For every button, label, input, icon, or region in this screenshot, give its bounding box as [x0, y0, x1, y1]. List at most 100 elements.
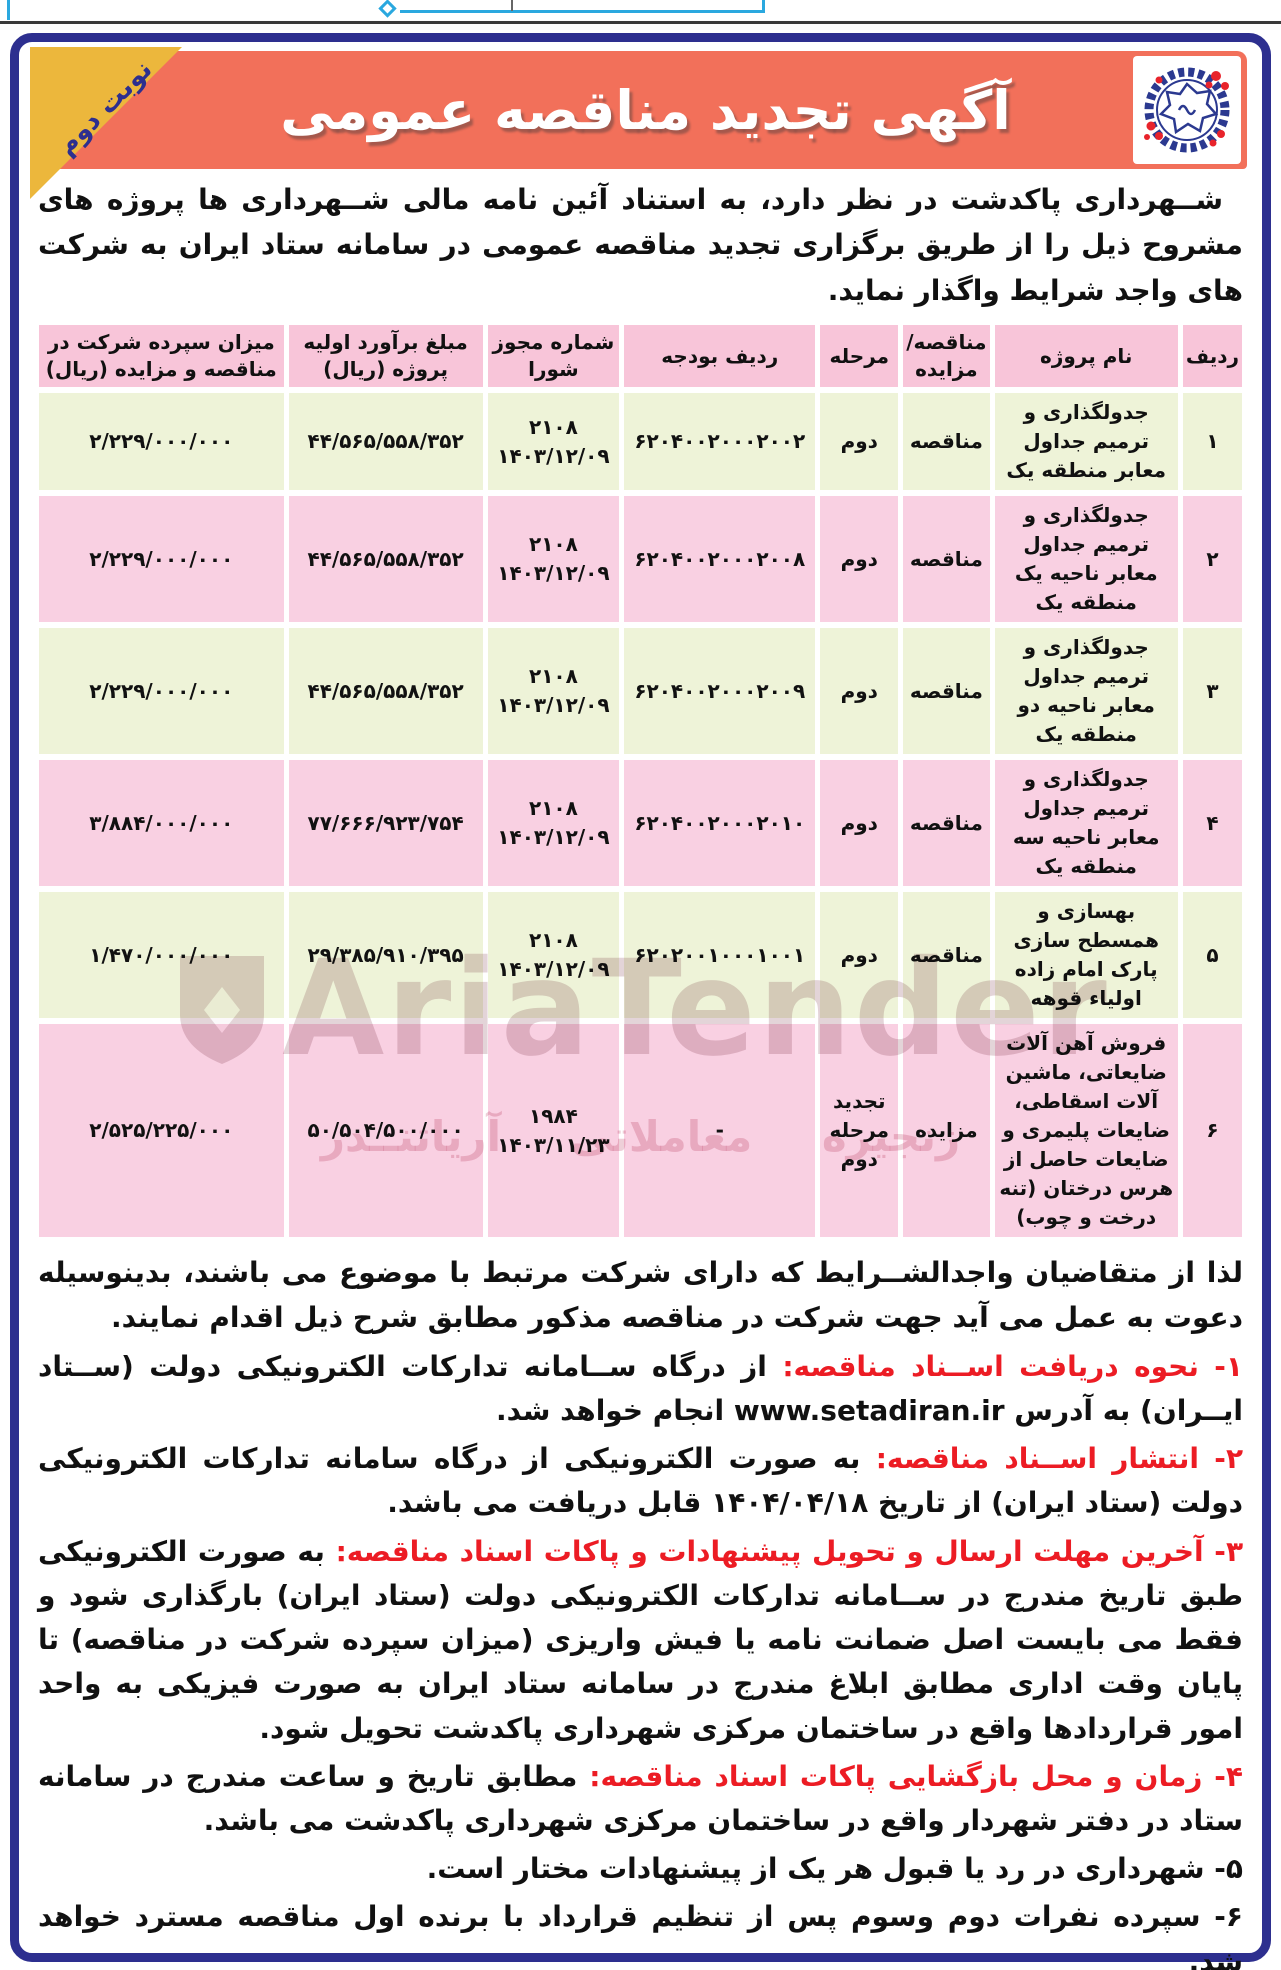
cell-row-number: ۶	[1182, 1024, 1242, 1238]
invitation-paragraph: لذا از متقاضیان واجدالشــرایط که دارای ش…	[38, 1256, 1243, 1334]
term-4-title: ۴- زمان و محل بازگشایی پاکات اسناد مناقص…	[589, 1759, 1244, 1793]
permit-number: ۲۱۰۸	[529, 414, 578, 439]
cell-project-name: جدولگذاری و ترمیم جداول معابر ناحیه دو م…	[994, 628, 1178, 755]
permit-date: ۱۴۰۳/۱۲/۰۹	[497, 957, 610, 982]
col-kind: مناقصه/ مزایده	[903, 325, 990, 388]
tender-ad-frame: نوبت دوم آگهی تجدید مناقصه عمومی	[10, 33, 1271, 1970]
term-4-body: مطابق تاریخ و ساعت مندرج در سامانه ستاد …	[38, 1759, 1243, 1838]
ad-title: آگهی تجدید مناقصه عمومی	[280, 78, 1011, 142]
cell-row-number: ۵	[1182, 892, 1242, 1019]
col-deposit: میزان سپرده شرکت در مناقصه و مزایده (ریا…	[39, 325, 284, 388]
cell-row-number: ۳	[1182, 628, 1242, 755]
permit-number: ۲۱۰۸	[529, 928, 578, 953]
cell-deposit: ۲/۲۲۹/۰۰۰/۰۰۰	[39, 496, 284, 623]
gear-emblem-icon	[1144, 67, 1230, 153]
term-3-title: ۳- آخرین مهلت ارسال و تحویل پیشنهادات و …	[335, 1534, 1244, 1568]
term-2: ۲- انتشار اســناد مناقصه: به صورت الکترو…	[38, 1437, 1243, 1525]
term-6: ۶- سپرده نفرات دوم وسوم پس از تنظیم قرار…	[38, 1895, 1243, 1970]
cell-project-name: فروش آهن آلات ضایعاتی، ماشین آلات اسقاطی…	[994, 1024, 1178, 1238]
cell-permit: ۲۱۰۸ ۱۴۰۳/۱۲/۰۹	[487, 496, 620, 623]
intro-paragraph: شــهرداری پاکدشت در نظر دارد، به استناد …	[38, 183, 1243, 307]
term-2-body: به صورت الکترونیکی از درگاه سامانه تدارک…	[38, 1442, 1243, 1520]
cell-row-number: ۲	[1182, 496, 1242, 623]
term-3: ۳- آخرین مهلت ارسال و تحویل پیشنهادات و …	[38, 1530, 1243, 1751]
cell-project-name: جدولگذاری و ترمیم جداول معابر منطقه یک	[994, 393, 1178, 491]
table-row: ۶ فروش آهن آلات ضایعاتی، ماشین آلات اسقا…	[39, 1024, 1242, 1238]
permit-date: ۱۴۰۳/۱۱/۲۳	[497, 1132, 610, 1157]
cell-project-name: جدولگذاری و ترمیم جداول معابر ناحیه یک م…	[994, 496, 1178, 623]
table-row: ۵ بهسازی و همسطح سازی پارک امام زاده اول…	[39, 892, 1242, 1019]
permit-number: ۲۱۰۸	[529, 664, 578, 689]
col-stage: مرحله	[820, 325, 899, 388]
term-1-title: ۱- نحوه دریافت اســناد مناقصه:	[782, 1349, 1243, 1383]
col-row-number: ردیف	[1182, 325, 1242, 388]
cell-budget-row: ۶۲۰۴۰۰۲۰۰۰۲۰۱۰	[624, 760, 816, 887]
cell-permit: ۲۱۰۸ ۱۴۰۳/۱۲/۰۹	[487, 628, 620, 755]
cell-estimate: ۴۴/۵۶۵/۵۵۸/۳۵۲	[288, 628, 483, 755]
table-row: ۲ جدولگذاری و ترمیم جداول معابر ناحیه یک…	[39, 496, 1242, 623]
municipality-logo-icon	[1133, 56, 1241, 164]
cell-deposit: ۲/۲۲۹/۰۰۰/۰۰۰	[39, 393, 284, 491]
permit-number: ۲۱۰۸	[529, 532, 578, 557]
cell-row-number: ۱	[1182, 393, 1242, 491]
cell-row-number: ۴	[1182, 760, 1242, 887]
cell-stage: دوم	[820, 892, 899, 1019]
cell-deposit: ۱/۴۷۰/۰۰۰/۰۰۰	[39, 892, 284, 1019]
cell-estimate: ۴۴/۵۶۵/۵۵۸/۳۵۲	[288, 393, 483, 491]
cell-budget-row: ۶۲۰۴۰۰۲۰۰۰۲۰۰۹	[624, 628, 816, 755]
corner-ribbon	[30, 47, 182, 199]
cell-deposit: ۳/۸۸۴/۰۰۰/۰۰۰	[39, 760, 284, 887]
term-5-body: ۵- شهرداری در رد یا قبول هر یک از پیشنها…	[426, 1852, 1243, 1886]
cell-project-name: بهسازی و همسطح سازی پارک امام زاده اولیا…	[994, 892, 1178, 1019]
term-6-body: ۶- سپرده نفرات دوم وسوم پس از تنظیم قرار…	[38, 1900, 1243, 1970]
top-rule-divider	[0, 21, 1281, 24]
term-2-title: ۲- انتشار اســناد مناقصه:	[875, 1442, 1244, 1476]
cell-budget-row: ۶۲۰۴۰۰۲۰۰۰۲۰۰۸	[624, 496, 816, 623]
cell-permit: ۲۱۰۸ ۱۴۰۳/۱۲/۰۹	[487, 393, 620, 491]
cell-budget-row: ۶۲۰۴۰۰۲۰۰۰۲۰۰۲	[624, 393, 816, 491]
cell-budget-row: ۶۲۰۲۰۰۱۰۰۰۱۰۰۱	[624, 892, 816, 1019]
cyan-bracket-line	[400, 10, 765, 13]
cell-permit: ۲۱۰۸ ۱۴۰۳/۱۲/۰۹	[487, 760, 620, 887]
permit-date: ۱۴۰۳/۱۲/۰۹	[497, 561, 610, 586]
cell-kind: مناقصه	[903, 892, 990, 1019]
cell-kind: مناقصه	[903, 628, 990, 755]
term-5: ۵- شهرداری در رد یا قبول هر یک از پیشنها…	[38, 1847, 1243, 1891]
table-row: ۳ جدولگذاری و ترمیم جداول معابر ناحیه دو…	[39, 628, 1242, 755]
table-row: ۴ جدولگذاری و ترمیم جداول معابر ناحیه سه…	[39, 760, 1242, 887]
term-1-body: از درگاه ســامانه تدارکات الکترونیکی دول…	[38, 1349, 1243, 1427]
cell-stage: دوم	[820, 760, 899, 887]
cell-stage: تجدید مرحله دوم	[820, 1024, 899, 1238]
permit-date: ۱۴۰۳/۱۲/۰۹	[497, 693, 610, 718]
col-estimate: مبلغ برآورد اولیه پروژه (ریال)	[288, 325, 483, 388]
table-row: ۱ جدولگذاری و ترمیم جداول معابر منطقه یک…	[39, 393, 1242, 491]
cell-estimate: ۷۷/۶۶۶/۹۲۳/۷۵۴	[288, 760, 483, 887]
cell-kind: مناقصه	[903, 496, 990, 623]
cyan-bracket-end	[762, 0, 765, 13]
projects-table: ردیف نام پروژه مناقصه/ مزایده مرحله ردیف…	[34, 319, 1247, 1243]
cell-permit: ۲۱۰۸ ۱۴۰۳/۱۲/۰۹	[487, 892, 620, 1019]
ad-header-banner: نوبت دوم آگهی تجدید مناقصه عمومی	[30, 47, 1247, 199]
column-rule-remnant	[511, 0, 513, 11]
col-budget-row: ردیف بودجه	[624, 325, 816, 388]
table-header-row: ردیف نام پروژه مناقصه/ مزایده مرحله ردیف…	[39, 325, 1242, 388]
term-3-body: به صورت الکترونیکی طبق تاریخ مندرج در سـ…	[38, 1534, 1243, 1745]
permit-date: ۱۴۰۳/۱۲/۰۹	[497, 825, 610, 850]
cell-budget-row: -	[624, 1024, 816, 1238]
cell-stage: دوم	[820, 393, 899, 491]
cell-estimate: ۴۴/۵۶۵/۵۵۸/۳۵۲	[288, 496, 483, 623]
permit-number: ۲۱۰۸	[529, 796, 578, 821]
cell-estimate: ۲۹/۳۸۵/۹۱۰/۳۹۵	[288, 892, 483, 1019]
cell-deposit: ۲/۵۲۵/۲۲۵/۰۰۰	[39, 1024, 284, 1238]
cell-estimate: ۵۰/۵۰۴/۵۰۰/۰۰۰	[288, 1024, 483, 1238]
cell-kind: مناقصه	[903, 393, 990, 491]
permit-number: ۱۹۸۴	[529, 1103, 578, 1128]
col-permit: شماره مجوز شورا	[487, 325, 620, 388]
term-1: ۱- نحوه دریافت اســناد مناقصه: از درگاه …	[38, 1345, 1243, 1433]
cell-project-name: جدولگذاری و ترمیم جداول معابر ناحیه سه م…	[994, 760, 1178, 887]
cell-permit: ۱۹۸۴ ۱۴۰۳/۱۱/۲۳	[487, 1024, 620, 1238]
term-4: ۴- زمان و محل بازگشایی پاکات اسناد مناقص…	[38, 1755, 1243, 1843]
cell-stage: دوم	[820, 628, 899, 755]
cell-kind: مزایده	[903, 1024, 990, 1238]
